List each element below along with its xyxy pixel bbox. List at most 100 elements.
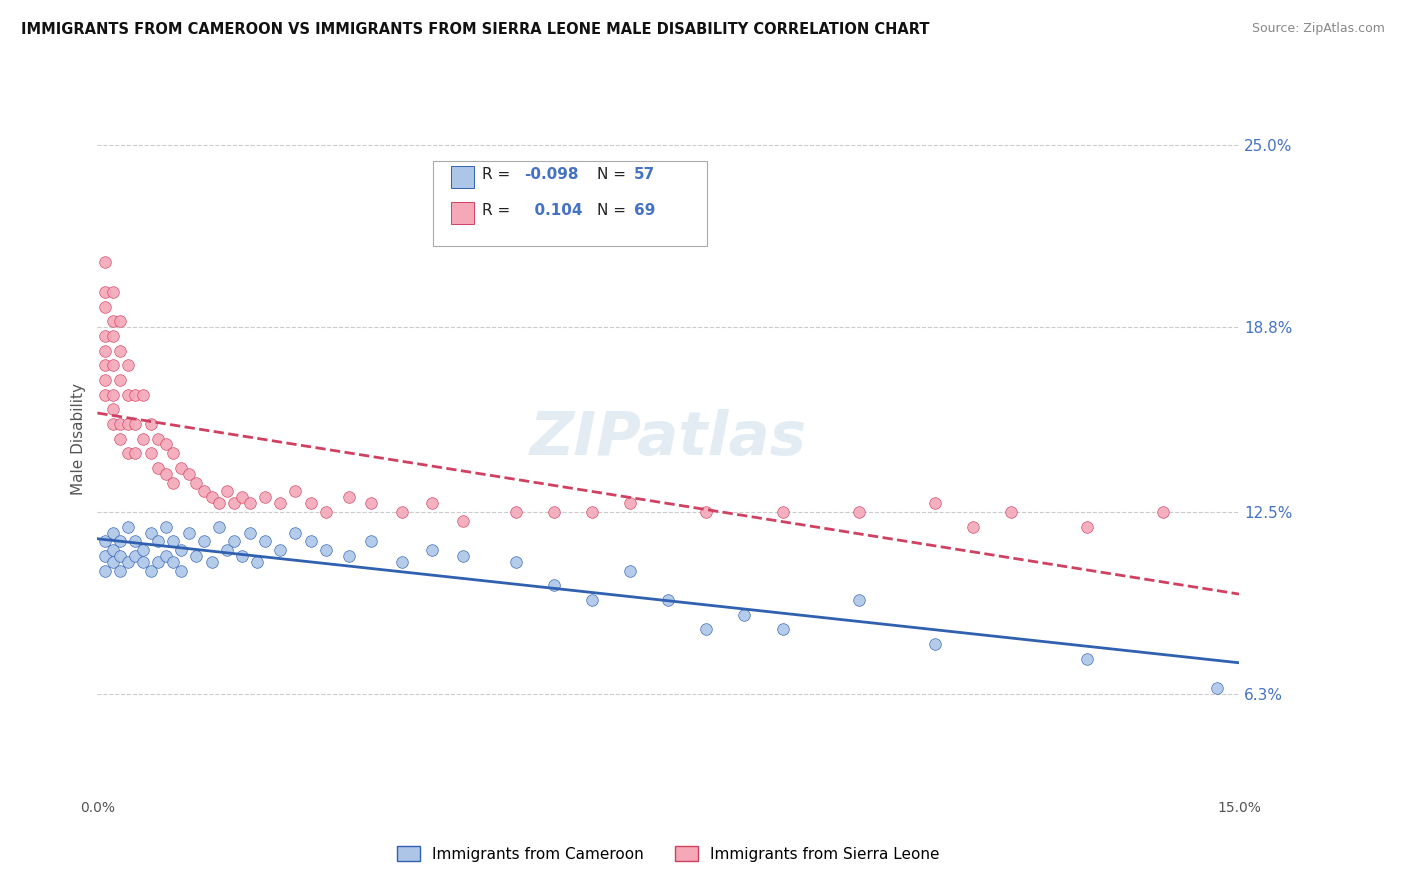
Point (177, 467, 200, 481)
Point (101, 358, 124, 372)
Point (117, 555, 139, 569)
Point (124, 387, 146, 401)
Text: ZIPatlas: ZIPatlas (530, 409, 807, 468)
Point (505, 555, 527, 569)
Point (148, 534, 170, 549)
Point (315, 505, 337, 519)
Point (124, 534, 146, 549)
Point (543, 578, 565, 592)
Point (162, 475, 184, 490)
Point (1205, 681, 1227, 695)
Point (224, 534, 246, 549)
Text: IMMIGRANTS FROM CAMEROON VS IMMIGRANTS FROM SIERRA LEONE MALE DISABILITY CORRELA: IMMIGRANTS FROM CAMEROON VS IMMIGRANTS F… (21, 22, 929, 37)
Text: N =: N = (598, 202, 631, 218)
Point (117, 446, 139, 460)
Point (155, 467, 177, 481)
Point (94, 373, 117, 387)
Point (208, 519, 231, 533)
Point (772, 505, 794, 519)
Point (1076, 519, 1098, 533)
Point (193, 534, 215, 549)
Point (155, 519, 177, 533)
Point (269, 496, 291, 510)
Text: 57: 57 (634, 167, 655, 182)
Point (451, 549, 474, 563)
Point (581, 505, 603, 519)
Point (94, 564, 117, 578)
Text: Source: ZipAtlas.com: Source: ZipAtlas.com (1251, 22, 1385, 36)
Point (239, 525, 262, 540)
Point (108, 564, 131, 578)
Point (193, 484, 215, 499)
Point (924, 496, 946, 510)
Point (420, 496, 443, 510)
Point (94, 343, 117, 358)
Point (108, 417, 131, 431)
Point (94, 387, 117, 401)
Point (108, 549, 131, 563)
Point (1000, 505, 1022, 519)
Point (162, 446, 184, 460)
Point (108, 314, 131, 328)
Text: 69: 69 (634, 202, 655, 218)
Point (124, 446, 146, 460)
Point (391, 555, 413, 569)
Point (200, 491, 222, 505)
Point (581, 593, 603, 607)
Point (139, 417, 162, 431)
Point (734, 607, 756, 622)
Point (924, 637, 946, 651)
Point (695, 505, 717, 519)
Point (94, 255, 117, 269)
Point (94, 329, 117, 343)
Point (162, 555, 184, 569)
Point (94, 549, 117, 563)
Point (94, 285, 117, 299)
Text: -0.098: -0.098 (524, 167, 579, 182)
Text: N =: N = (598, 167, 631, 182)
Point (162, 534, 184, 549)
Point (101, 525, 124, 540)
Point (391, 505, 413, 519)
Text: R =: R = (482, 202, 515, 218)
Point (108, 534, 131, 549)
Point (124, 417, 146, 431)
Point (117, 358, 139, 372)
Point (337, 549, 360, 563)
Point (132, 555, 155, 569)
Point (253, 491, 276, 505)
Point (299, 534, 322, 549)
Point (619, 496, 641, 510)
Point (101, 314, 124, 328)
Point (101, 417, 124, 431)
Point (155, 549, 177, 563)
Point (246, 555, 269, 569)
Point (543, 505, 565, 519)
Point (101, 329, 124, 343)
Point (239, 496, 262, 510)
Point (231, 491, 253, 505)
Point (451, 514, 474, 528)
Point (772, 623, 794, 637)
Point (139, 446, 162, 460)
Point (848, 505, 870, 519)
Point (177, 525, 200, 540)
Point (170, 461, 193, 475)
Point (148, 432, 170, 446)
Point (117, 417, 139, 431)
Point (619, 564, 641, 578)
Point (148, 461, 170, 475)
Point (170, 543, 193, 558)
Point (420, 543, 443, 558)
Point (108, 373, 131, 387)
Point (360, 496, 382, 510)
Point (284, 525, 307, 540)
Point (215, 484, 238, 499)
Point (231, 549, 253, 563)
Point (315, 543, 337, 558)
Point (117, 387, 139, 401)
Point (200, 555, 222, 569)
Point (337, 491, 360, 505)
Point (132, 387, 155, 401)
Point (695, 623, 717, 637)
